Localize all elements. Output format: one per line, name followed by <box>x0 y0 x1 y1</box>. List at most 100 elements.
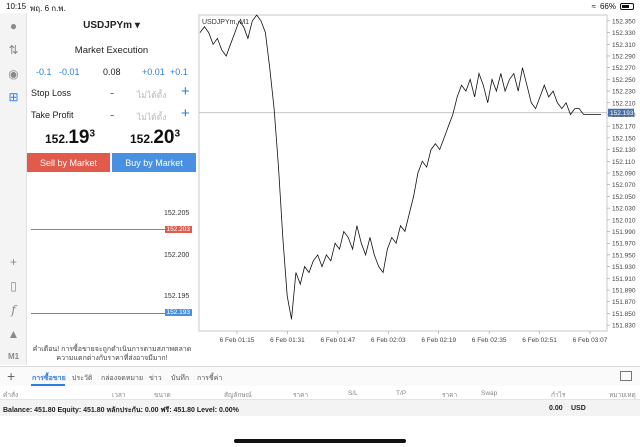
battery-percent: 66% <box>599 2 616 11</box>
symbol-selector[interactable]: USDJPYm ▾ <box>27 20 196 31</box>
bid-price-pips: 19 <box>68 127 90 148</box>
column-header: คำสั่ง <box>3 392 19 399</box>
y-tick-label: 151.890 <box>612 288 636 295</box>
add-tab-icon[interactable]: + <box>7 368 16 384</box>
take-profit-row: Take Profit - ไม่ได้ตั้ง + <box>27 105 196 122</box>
volume-minus-0.01[interactable]: -0.01 <box>59 67 80 77</box>
y-tick-label: 151.870 <box>612 299 636 306</box>
take-profit-minus-button[interactable]: - <box>110 107 115 122</box>
y-tick-label: 152.230 <box>612 89 636 96</box>
bottom-tab-bar: + การซื้อขาย ประวัติ กล่องจดหมาย ข่าว บั… <box>0 366 640 386</box>
current-price-tag <box>608 108 634 117</box>
bid-price-prefix: 152. <box>45 132 69 146</box>
execution-warning: คำเตือน! การซื้อขายจะถูกดำเนินการตามสภาพ… <box>32 346 192 362</box>
battery-icon <box>620 3 634 10</box>
objects-icon[interactable]: ▲ <box>7 326 20 341</box>
volume-plus-0.1[interactable]: +0.1 <box>170 67 188 77</box>
volume-plus-0.01[interactable]: +0.01 <box>142 67 165 77</box>
y-tick-label: 152.290 <box>612 53 636 60</box>
column-header: ขนาด <box>154 392 171 399</box>
tab-trade[interactable]: การซื้อขาย <box>32 375 66 382</box>
column-header: Swap <box>481 390 498 397</box>
sell-by-market-button[interactable]: Sell by Market <box>27 153 110 172</box>
y-tick-label: 152.030 <box>612 206 636 213</box>
depth-level: 152.200 <box>164 252 190 259</box>
stop-loss-plus-button[interactable]: + <box>181 83 190 100</box>
ask-level-line <box>31 229 192 230</box>
y-tick-label: 151.970 <box>612 241 636 248</box>
candles-icon[interactable]: ▯ <box>10 278 17 293</box>
trade-table-header: คำสั่ง เวลา ขนาด สัญลักษณ์ ราคา S/L T/P … <box>0 386 640 400</box>
column-header: ราคา <box>293 392 309 399</box>
ask-price: 152.203 <box>130 127 180 149</box>
layout-icon[interactable] <box>620 371 632 381</box>
ask-price-tag: 152.203 <box>164 226 192 233</box>
y-tick-label: 152.150 <box>612 135 636 142</box>
order-panel: USDJPYm ▾ Market Execution -0.1 -0.01 0.… <box>27 13 196 172</box>
column-header: หมายเหตุ <box>609 392 636 399</box>
y-tick-label: 151.930 <box>612 264 636 271</box>
balance-summary: Balance: 451.80 Equity: 451.80 หลักประกั… <box>3 407 239 414</box>
profit-currency: USD <box>571 405 586 412</box>
take-profit-input[interactable]: ไม่ได้ตั้ง <box>137 112 167 122</box>
status-date: พฤ. 6 ก.พ. <box>30 4 66 13</box>
active-tab-indicator <box>31 384 65 386</box>
column-header: ราคา <box>442 392 458 399</box>
execution-type[interactable]: Market Execution <box>74 45 149 56</box>
y-tick-label: 152.170 <box>612 124 636 131</box>
price-quotes: 152.193 152.203 <box>27 127 196 151</box>
left-toolbar: ● ⇅ ◉ ⊞ + ▯ f ▲ M1 <box>0 13 27 365</box>
bid-level-line <box>31 313 192 314</box>
tab-alerts[interactable]: การชี้ค่า <box>197 375 223 382</box>
bid-price-point: 3 <box>89 128 96 140</box>
x-tick-label: 6 Feb 01:31 <box>270 337 305 344</box>
new-order-icon[interactable]: ⊞ <box>8 89 19 104</box>
symbol-name: USDJPYm <box>83 20 133 31</box>
status-time: 10:15 <box>6 2 27 11</box>
indicators-icon[interactable]: f <box>11 302 16 317</box>
ask-price-point: 3 <box>174 128 181 140</box>
y-tick-label: 152.330 <box>612 30 636 37</box>
x-tick-label: 6 Feb 01:15 <box>220 337 255 344</box>
crosshair-icon[interactable]: + <box>9 254 17 269</box>
x-tick-label: 6 Feb 02:03 <box>371 337 406 344</box>
chat-icon[interactable]: ◉ <box>8 66 19 81</box>
chart-plot-area <box>198 14 608 332</box>
y-tick-label: 152.090 <box>612 171 636 178</box>
stop-loss-row: Stop Loss - ไม่ได้ตั้ง + <box>27 83 196 100</box>
depth-of-market: 152.205 152.203 152.200 152.195 152.193 <box>27 205 196 333</box>
y-tick-label: 152.350 <box>612 18 636 25</box>
tab-news[interactable]: ข่าว <box>149 375 162 382</box>
buy-by-market-button[interactable]: Buy by Market <box>112 153 196 172</box>
bid-price: 152.193 <box>45 127 95 149</box>
price-series-line <box>199 14 601 320</box>
volume-stepper: -0.1 -0.01 0.08 +0.01 +0.1 <box>27 67 196 79</box>
volume-minus-0.1[interactable]: -0.1 <box>36 67 52 77</box>
account-icon[interactable]: ● <box>9 18 18 33</box>
tab-history[interactable]: ประวัติ <box>72 375 93 382</box>
timeframe-icon[interactable]: M1 <box>7 352 20 361</box>
take-profit-plus-button[interactable]: + <box>181 105 190 122</box>
balance-row: Balance: 451.80 Equity: 451.80 หลักประกั… <box>0 400 640 416</box>
y-tick-label: 152.070 <box>612 182 636 189</box>
y-tick-label: 152.130 <box>612 147 636 154</box>
x-tick-label: 6 Feb 02:51 <box>522 337 557 344</box>
depth-level: 152.205 <box>164 210 190 217</box>
y-tick-label: 151.910 <box>612 276 636 283</box>
stop-loss-minus-button[interactable]: - <box>110 85 115 100</box>
y-tick-label: 152.050 <box>612 194 636 201</box>
volume-value[interactable]: 0.08 <box>103 67 121 77</box>
trade-icon[interactable]: ⇅ <box>8 42 19 57</box>
ask-price-pips: 20 <box>153 127 175 148</box>
tab-journal[interactable]: บันทึก <box>171 375 190 382</box>
y-tick-label: 152.110 <box>612 159 635 166</box>
status-right: ≈ 66% <box>592 2 634 11</box>
chart-title: USDJPYm, M1 <box>202 19 249 26</box>
y-tick-label: 151.990 <box>612 229 636 236</box>
price-chart[interactable]: USDJPYm, M1 152.350 152.330 152.310 152.290 1… <box>197 13 640 365</box>
chart-svg: USDJPYm, M1 152.350 152.330 152.310 152.290 1… <box>198 14 636 344</box>
tab-mailbox[interactable]: กล่องจดหมาย <box>101 375 144 382</box>
stop-loss-input[interactable]: ไม่ได้ตั้ง <box>137 90 167 100</box>
home-indicator <box>234 439 406 443</box>
